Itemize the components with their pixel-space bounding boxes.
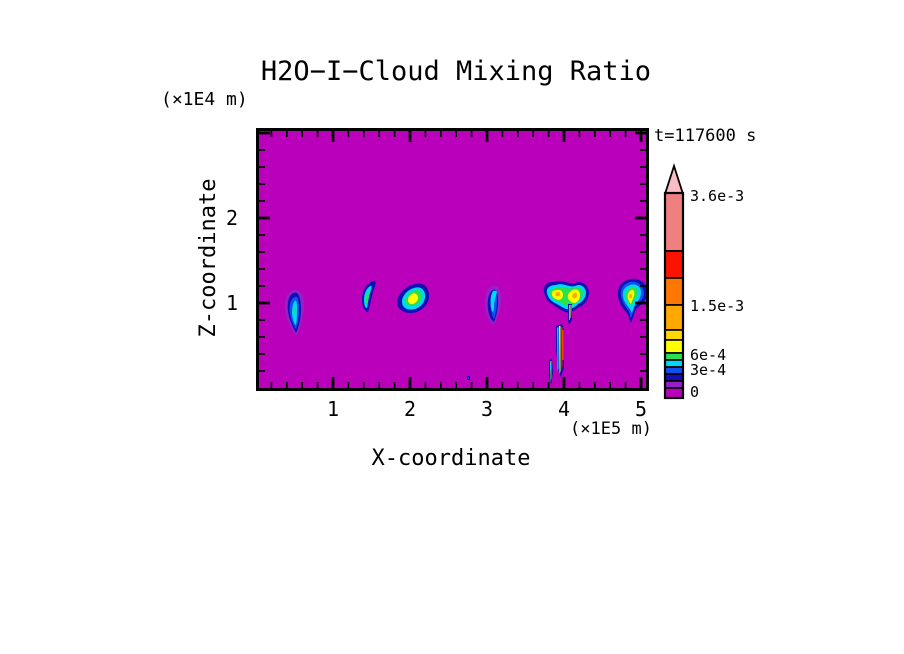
colorbar-segment-amber	[664, 304, 684, 331]
colorbar-segment-yellow	[664, 339, 684, 354]
fallstreak-main	[556, 324, 564, 377]
colorbar-segment-cyan	[664, 359, 684, 368]
cloud-blob-6	[617, 278, 646, 323]
y-axis-title: Z-coordinate	[196, 178, 221, 338]
time-stamp-label: t=117600 s	[654, 126, 757, 146]
cloud-blob-2	[362, 280, 376, 312]
cloud-features	[284, 278, 646, 385]
colorbar-scale	[663, 163, 685, 400]
colorbar-segment-navy	[664, 373, 684, 382]
colorbar-segment-violet	[664, 380, 684, 389]
x-tick-label-3: 3	[480, 397, 494, 421]
plot-area	[256, 128, 649, 391]
colorbar-segment-blue	[664, 366, 684, 375]
cloud-blob-3	[397, 283, 430, 314]
colorbar-label-1.5e-3: 1.5e-3	[690, 297, 745, 315]
colorbar-segment-green	[664, 352, 684, 361]
x-axis-unit-label: (×1E5 m)	[570, 419, 652, 439]
colorbar-label-0: 0	[690, 383, 700, 401]
colorbar-segment-orange	[664, 277, 684, 306]
colorbar-label-3.6e-3: 3.6e-3	[690, 187, 745, 205]
cloud-blob-1	[284, 289, 305, 336]
colorbar	[663, 163, 687, 408]
chart-title: H2O−I−Cloud Mixing Ratio	[260, 56, 652, 87]
heatmap-field	[259, 131, 646, 388]
colorbar-segment-salmon	[664, 192, 684, 252]
y-axis-unit-label: (×1E4 m)	[161, 89, 248, 110]
axis-ticks	[259, 131, 646, 388]
x-tick-label-4: 4	[557, 397, 571, 421]
fallstreak-small	[549, 359, 553, 385]
x-tick-label-5: 5	[634, 397, 648, 421]
colorbar-segment-magenta	[664, 387, 684, 399]
x-axis-title: X-coordinate	[371, 446, 531, 471]
speck	[467, 376, 470, 380]
colorbar-segment-red	[664, 250, 684, 279]
cloud-blob-4	[484, 285, 502, 325]
cloud-blob-5	[543, 281, 589, 324]
colorbar-label-3e-4: 3e-4	[690, 361, 727, 379]
colorbar-label-6e-4: 6e-4	[690, 346, 727, 364]
colorbar-border	[663, 191, 685, 400]
colorbar-arrow	[663, 163, 685, 195]
colorbar-segment-gold	[664, 329, 684, 341]
y-tick-label-2: 2	[225, 206, 238, 230]
x-tick-label-2: 2	[403, 397, 417, 421]
y-tick-label-1: 1	[225, 291, 238, 315]
x-tick-label-1: 1	[326, 397, 340, 421]
